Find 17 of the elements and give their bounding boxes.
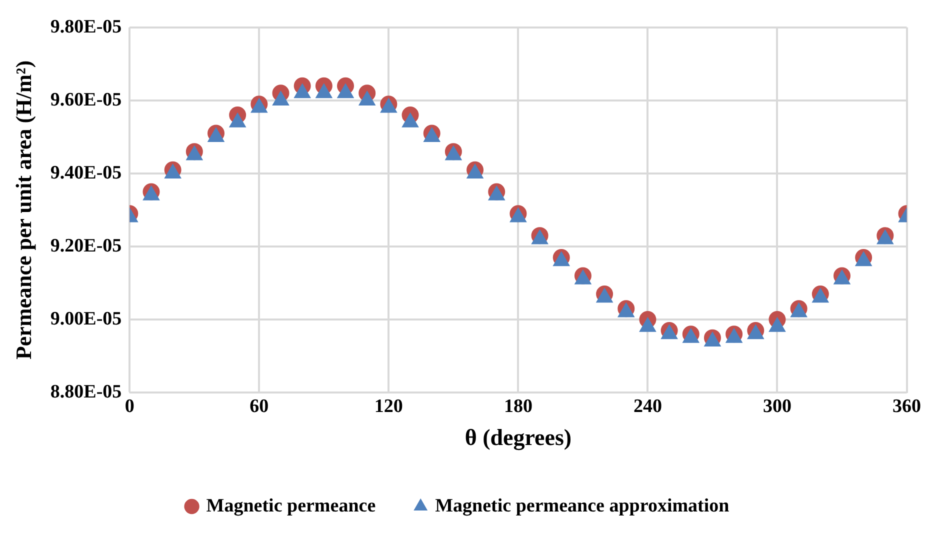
y-tick-label: 9.40E-05 — [50, 162, 122, 184]
x-axis-title: θ (degrees) — [464, 425, 572, 452]
y-axis-title: Permeance per unit area (H/m²) — [10, 60, 36, 360]
x-tick-label: 0 — [124, 396, 134, 417]
legend-label: Magnetic permeance approximation — [435, 495, 730, 516]
x-tick-label: 300 — [762, 396, 792, 417]
x-tick-label: 360 — [892, 396, 921, 417]
x-tick-label: 240 — [633, 396, 662, 417]
y-tick-label: 9.20E-05 — [50, 235, 122, 256]
y-tick-label: 8.80E-05 — [50, 382, 122, 403]
y-tick-label: 9.60E-05 — [50, 89, 122, 110]
y-tick-label: 9.80E-05 — [50, 16, 122, 38]
y-tick-label: 9.00E-05 — [50, 308, 122, 330]
x-tick-label: 120 — [374, 396, 403, 417]
x-tick-label: 180 — [504, 396, 532, 417]
x-tick-label: 60 — [250, 396, 269, 417]
legend-label: Magnetic permeance — [206, 495, 376, 516]
